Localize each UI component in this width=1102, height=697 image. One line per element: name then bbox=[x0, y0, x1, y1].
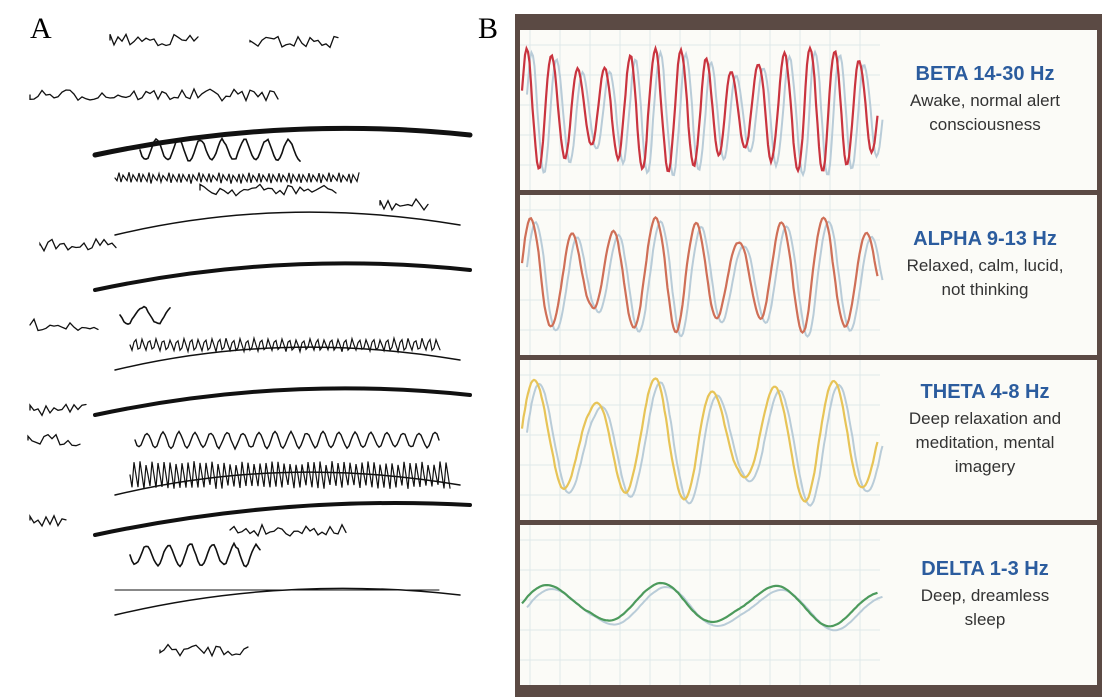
band-description: meditation, mental bbox=[916, 433, 1055, 452]
ink-wave bbox=[129, 461, 451, 489]
band-panel bbox=[520, 195, 1097, 355]
manuscript bbox=[27, 32, 473, 658]
ink-arc bbox=[92, 125, 473, 158]
handwriting bbox=[249, 35, 339, 49]
panel-label: B bbox=[478, 12, 498, 45]
band-description: Deep relaxation and bbox=[909, 409, 1061, 428]
ink-arc bbox=[114, 211, 461, 236]
wave-shadow bbox=[526, 49, 884, 178]
wave-shadow bbox=[526, 381, 884, 507]
handwriting bbox=[199, 183, 337, 197]
wave bbox=[521, 581, 878, 628]
ink-arc bbox=[93, 261, 472, 292]
band-panel bbox=[520, 525, 1097, 685]
wave bbox=[520, 216, 879, 335]
handwriting bbox=[29, 317, 99, 332]
handwriting bbox=[229, 523, 347, 538]
wave bbox=[520, 44, 879, 174]
ink-wave bbox=[134, 429, 440, 451]
band-description: not thinking bbox=[942, 280, 1029, 299]
wave-shadow bbox=[526, 220, 884, 338]
handwriting bbox=[27, 433, 81, 447]
band-description: Relaxed, calm, lucid, bbox=[907, 256, 1064, 275]
band-description: sleep bbox=[965, 610, 1006, 629]
band-description: Deep, dreamless bbox=[921, 586, 1050, 605]
ink-wave bbox=[129, 541, 261, 568]
band-description: Awake, normal alert bbox=[910, 91, 1060, 110]
band-panel bbox=[520, 360, 1097, 520]
handwriting bbox=[39, 237, 117, 253]
handwriting bbox=[159, 643, 249, 658]
ink-wave bbox=[119, 305, 171, 325]
ink-wave bbox=[114, 171, 360, 185]
handwriting bbox=[109, 32, 199, 47]
band-name: ALPHA 9-13 Hz bbox=[913, 228, 1057, 250]
band-name: DELTA 1-3 Hz bbox=[921, 558, 1048, 580]
band-description: consciousness bbox=[929, 115, 1041, 134]
band-description: imagery bbox=[955, 457, 1016, 476]
handwriting bbox=[379, 197, 429, 212]
ink-arc bbox=[93, 386, 472, 417]
handwriting bbox=[29, 87, 279, 103]
wave bbox=[520, 377, 879, 503]
ink-wave bbox=[139, 137, 301, 162]
handwriting bbox=[29, 403, 87, 417]
ink-arc bbox=[93, 501, 472, 537]
ink-wave bbox=[129, 335, 441, 355]
handwriting bbox=[29, 514, 67, 528]
band-chart: BETA 14-30 Hz Awake, normal alert consciou… bbox=[520, 30, 1097, 685]
panel-label: A bbox=[30, 12, 52, 45]
band-name: THETA 4-8 Hz bbox=[921, 381, 1050, 403]
band-name: BETA 14-30 Hz bbox=[916, 63, 1055, 85]
